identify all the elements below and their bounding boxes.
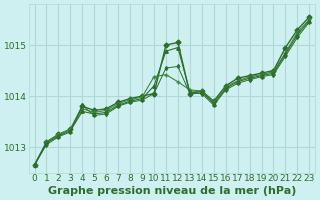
X-axis label: Graphe pression niveau de la mer (hPa): Graphe pression niveau de la mer (hPa) — [48, 186, 296, 196]
